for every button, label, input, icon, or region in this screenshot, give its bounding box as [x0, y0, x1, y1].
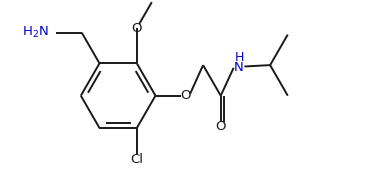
Text: O: O — [215, 120, 226, 133]
Text: O: O — [132, 22, 142, 35]
Text: H$_2$N: H$_2$N — [22, 25, 48, 40]
Text: Cl: Cl — [130, 153, 143, 166]
Text: O: O — [180, 89, 191, 102]
Text: H: H — [235, 51, 244, 64]
Text: N: N — [234, 61, 243, 74]
